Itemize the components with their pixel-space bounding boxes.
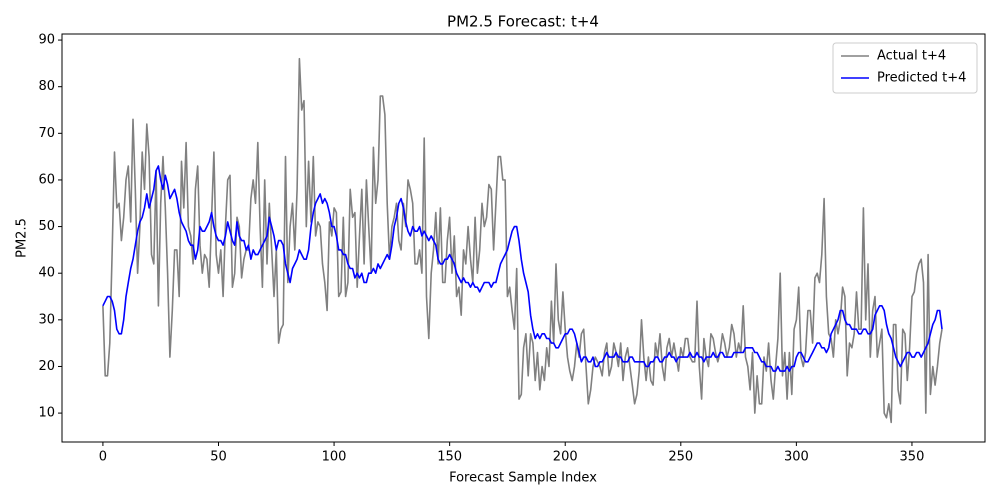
- x-tick-label: 250: [668, 450, 693, 465]
- x-tick-label: 200: [553, 450, 578, 465]
- y-tick-label: 50: [38, 219, 55, 234]
- y-tick-label: 30: [38, 312, 55, 327]
- x-tick-label: 150: [437, 450, 462, 465]
- plot-frame: [61, 33, 986, 443]
- series-line: [102, 165, 943, 372]
- x-tick-label: 350: [900, 450, 925, 465]
- y-axis-label: PM2.5: [15, 218, 30, 258]
- x-tick-label: 100: [322, 450, 347, 465]
- x-tick-label: 0: [99, 450, 107, 465]
- x-axis-label: Forecast Sample Index: [449, 471, 597, 486]
- y-tick-label: 20: [38, 359, 55, 374]
- x-tick-label: 50: [210, 450, 227, 465]
- legend-label: Predicted t+4: [877, 71, 966, 86]
- y-tick-label: 60: [38, 172, 55, 187]
- y-tick-label: 40: [38, 266, 55, 281]
- y-tick-label: 10: [38, 406, 55, 421]
- x-tick-label: 300: [784, 450, 809, 465]
- y-tick-label: 80: [38, 79, 55, 94]
- chart-title: PM2.5 Forecast: t+4: [447, 13, 599, 31]
- y-tick-label: 70: [38, 126, 55, 141]
- series-line: [102, 57, 943, 424]
- y-tick-label: 90: [38, 33, 55, 48]
- legend-label: Actual t+4: [877, 49, 946, 64]
